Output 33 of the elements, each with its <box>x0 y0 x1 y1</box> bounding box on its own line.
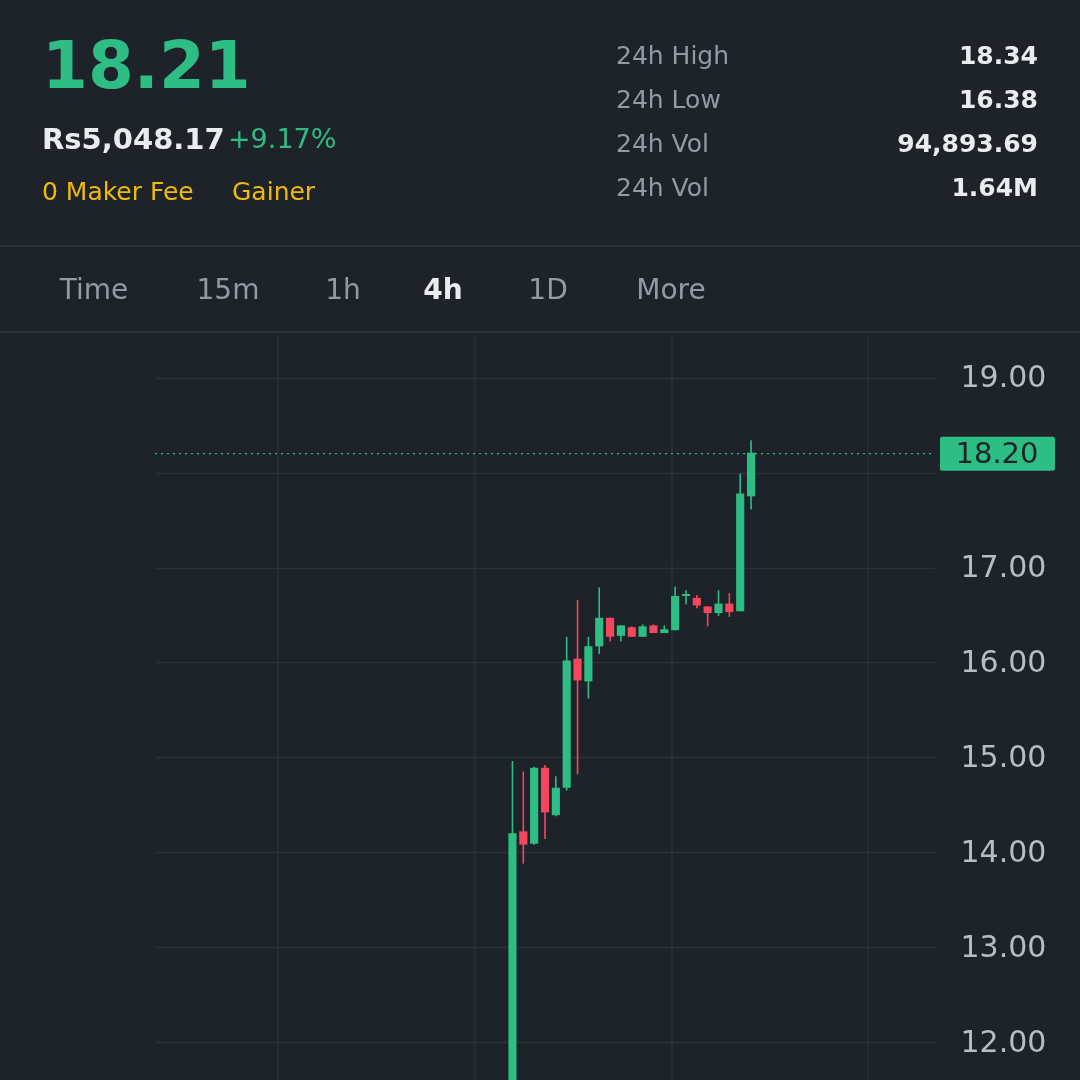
text: 4h <box>423 273 463 306</box>
y-tick-label: 19.00 <box>960 359 1047 395</box>
text: More <box>636 273 706 306</box>
candlestick <box>714 589 723 617</box>
candlestick <box>573 598 582 776</box>
text: 24h Vol <box>616 129 710 158</box>
chart-title: 18.21 <box>42 27 251 104</box>
text: Rs5,048.17 <box>42 122 225 156</box>
y-tick-label: 16.00 <box>960 643 1047 679</box>
text: 1D <box>528 273 568 306</box>
candlestick <box>703 605 712 628</box>
text: 18.34 <box>958 41 1038 70</box>
y-tick-label: 13.00 <box>960 928 1047 964</box>
ref-line-label: 18.20 <box>955 435 1039 470</box>
text: Time <box>58 273 129 306</box>
text: 24h High <box>616 41 730 70</box>
text: 15m <box>196 273 260 306</box>
text: +9.17% <box>228 123 337 154</box>
text: 0 Maker Fee <box>42 177 194 206</box>
text: 1h <box>325 273 361 306</box>
candlestick <box>519 770 528 865</box>
y-tick-label: 17.00 <box>960 549 1047 585</box>
text: 24h Low <box>616 85 721 114</box>
text: 94,893.69 <box>897 129 1038 158</box>
candlestick <box>681 589 691 606</box>
y-tick-label: 14.00 <box>960 833 1047 869</box>
candlestick <box>725 592 734 618</box>
y-tick-label: 15.00 <box>960 738 1047 774</box>
text: 1.64M <box>951 173 1038 202</box>
text: Gainer <box>232 177 316 206</box>
y-tick-label: 12.00 <box>960 1023 1047 1059</box>
text: 24h Vol <box>616 173 710 202</box>
text: 16.38 <box>958 85 1038 114</box>
